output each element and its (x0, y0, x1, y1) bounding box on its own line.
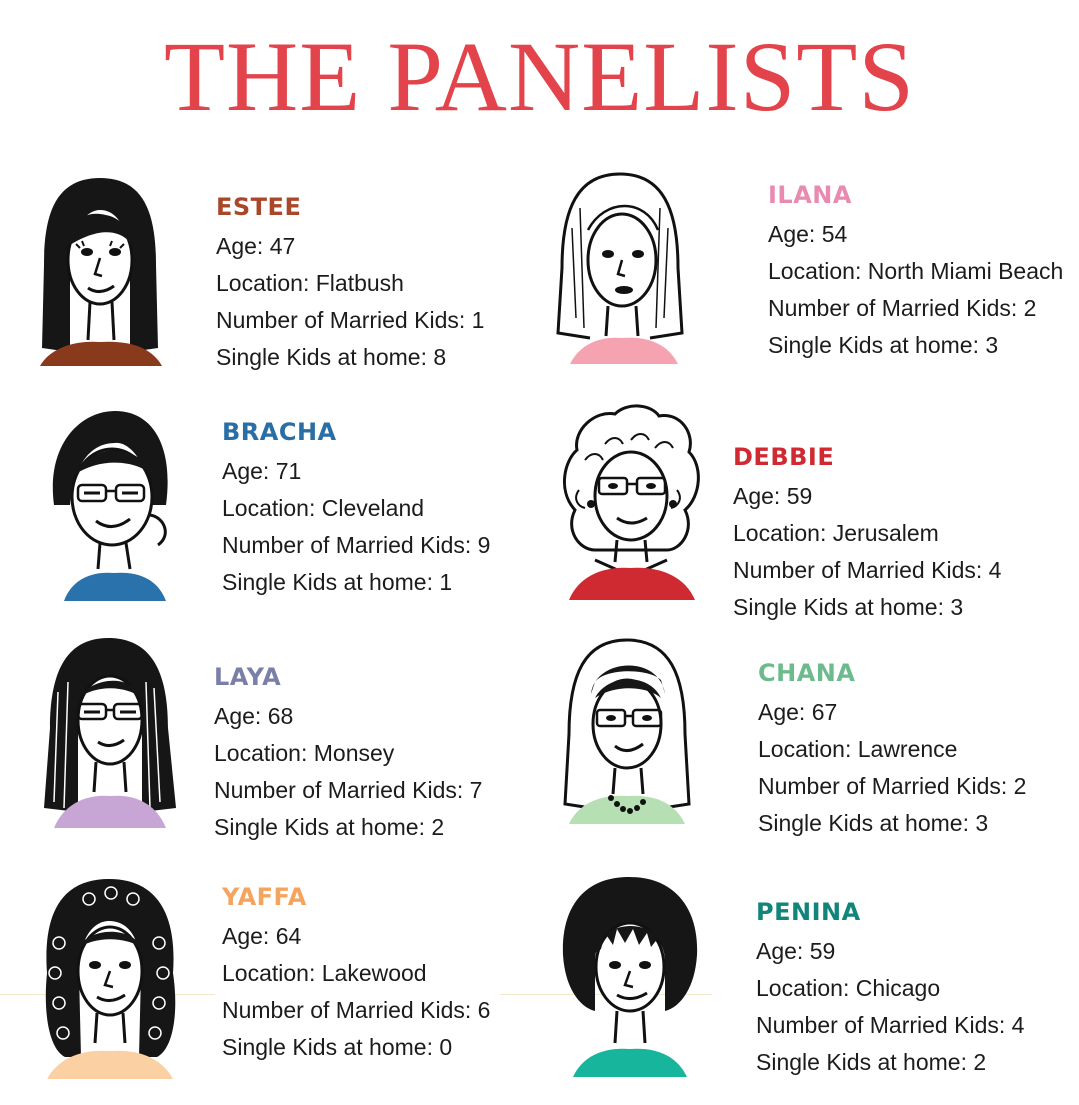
penina-single-kids: Single Kids at home: 2 (756, 1049, 987, 1075)
ilana-age: Age: 54 (768, 221, 848, 247)
yaffa-portrait-icon (45, 879, 176, 1079)
bracha-married-kids: Number of Married Kids: 9 (222, 532, 491, 558)
page-title: THE PANELISTS (163, 21, 916, 132)
laya-name: LAYA (214, 663, 282, 691)
chana-portrait-icon (563, 638, 691, 824)
bracha-age: Age: 71 (222, 458, 302, 484)
debbie-married-kids: Number of Married Kids: 4 (733, 557, 1002, 583)
penina-married-kids: Number of Married Kids: 4 (756, 1012, 1025, 1038)
estee-married-kids: Number of Married Kids: 1 (216, 307, 485, 333)
bracha-location: Location: Cleveland (222, 495, 425, 521)
chana-age: Age: 67 (758, 699, 838, 725)
ilana-single-kids: Single Kids at home: 3 (768, 332, 999, 358)
debbie-name: DEBBIE (733, 443, 835, 471)
ilana-married-kids: Number of Married Kids: 2 (768, 295, 1037, 321)
laya-married-kids: Number of Married Kids: 7 (214, 777, 483, 803)
ilana-location: Location: North Miami Beach (768, 258, 1064, 284)
laya-age: Age: 68 (214, 703, 294, 729)
debbie-location: Location: Jerusalem (733, 520, 939, 546)
bracha-portrait-icon (52, 411, 168, 601)
penina-location: Location: Chicago (756, 975, 941, 1001)
yaffa-location: Location: Lakewood (222, 960, 427, 986)
debbie-single-kids: Single Kids at home: 3 (733, 594, 964, 620)
bracha-single-kids: Single Kids at home: 1 (222, 569, 453, 595)
penina-portrait-icon (562, 877, 698, 1077)
penina-name: PENINA (756, 898, 861, 926)
estee-portrait-icon (40, 178, 162, 366)
yaffa-age: Age: 64 (222, 923, 302, 949)
debbie-age: Age: 59 (733, 483, 813, 509)
debbie-portrait-icon (562, 404, 700, 600)
laya-location: Location: Monsey (214, 740, 395, 766)
bracha-name: BRACHA (222, 418, 337, 446)
chana-married-kids: Number of Married Kids: 2 (758, 773, 1027, 799)
estee-age: Age: 47 (216, 233, 296, 259)
yaffa-married-kids: Number of Married Kids: 6 (222, 997, 491, 1023)
penina-age: Age: 59 (756, 938, 836, 964)
yaffa-single-kids: Single Kids at home: 0 (222, 1034, 453, 1060)
estee-single-kids: Single Kids at home: 8 (216, 344, 447, 370)
chana-name: CHANA (758, 659, 856, 687)
estee-name: ESTEE (216, 193, 302, 221)
estee-location: Location: Flatbush (216, 270, 404, 296)
laya-single-kids: Single Kids at home: 2 (214, 814, 445, 840)
ilana-portrait-icon (556, 172, 684, 364)
ilana-name: ILANA (768, 181, 852, 209)
yaffa-name: YAFFA (222, 883, 307, 911)
chana-single-kids: Single Kids at home: 3 (758, 810, 989, 836)
chana-location: Location: Lawrence (758, 736, 958, 762)
laya-portrait-icon (44, 638, 176, 828)
